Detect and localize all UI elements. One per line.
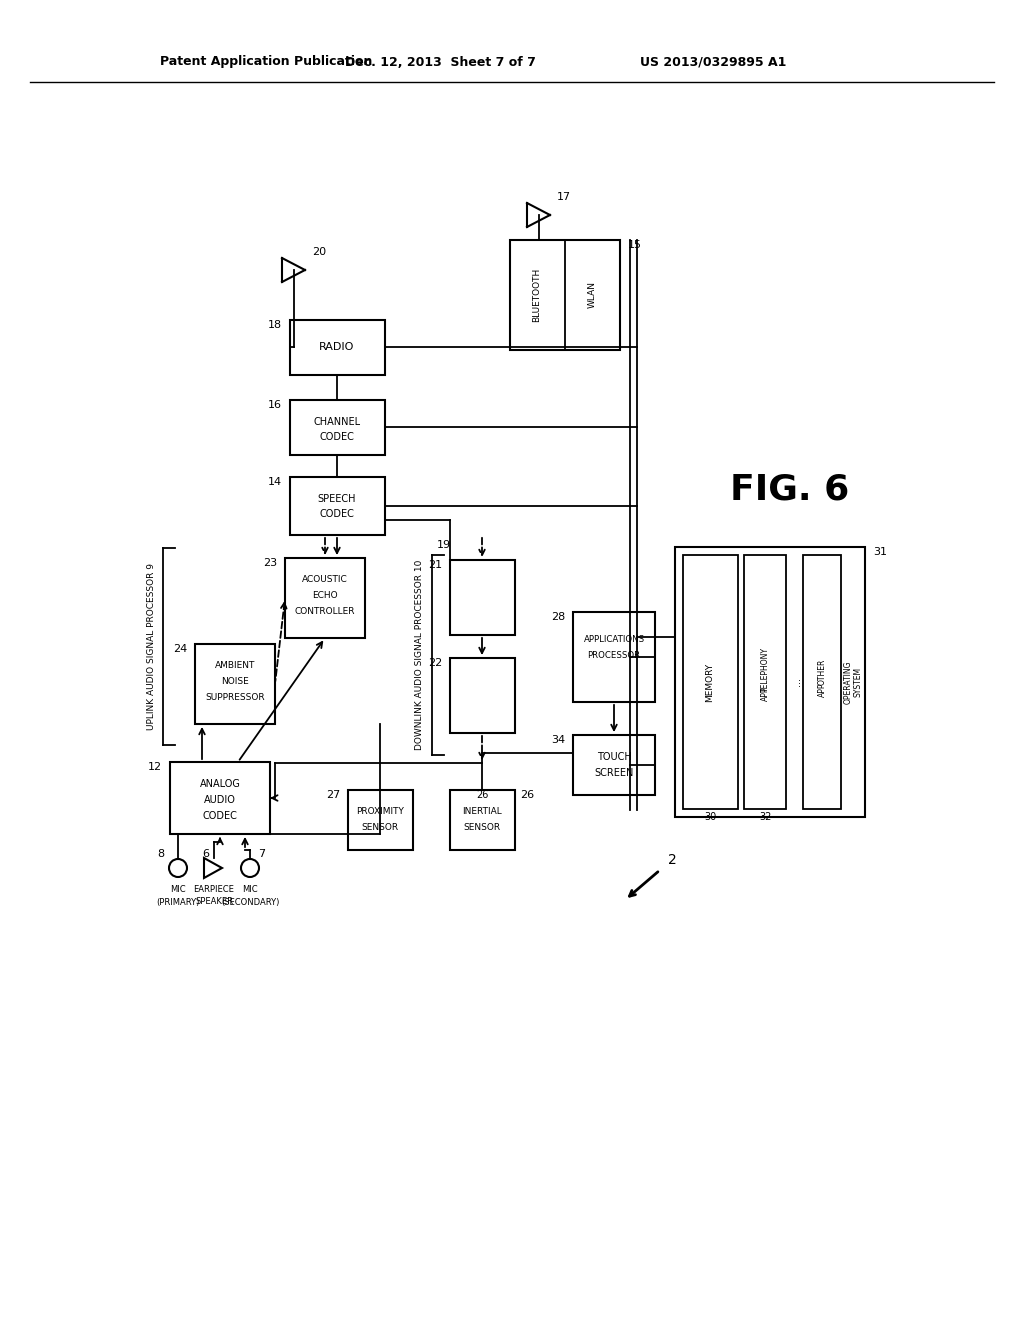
Text: RADIO: RADIO — [319, 342, 354, 352]
Text: TOUCH: TOUCH — [597, 752, 632, 762]
Text: 27: 27 — [326, 789, 340, 800]
Text: FIG. 6: FIG. 6 — [730, 473, 850, 507]
Text: 7: 7 — [258, 849, 265, 859]
Text: 26: 26 — [476, 789, 488, 800]
Text: (SECONDARY): (SECONDARY) — [221, 898, 280, 907]
Bar — [675, 546, 865, 817]
Text: NOISE: NOISE — [221, 677, 249, 686]
Bar — [450, 657, 515, 733]
Text: 20: 20 — [312, 247, 326, 257]
Text: MEMORY: MEMORY — [706, 663, 715, 701]
Text: 23: 23 — [263, 558, 278, 568]
Bar — [744, 554, 786, 809]
Text: SENSOR: SENSOR — [464, 824, 501, 833]
Text: UPLINK AUDIO SIGNAL PROCESSOR 9: UPLINK AUDIO SIGNAL PROCESSOR 9 — [146, 562, 156, 730]
Text: 28: 28 — [551, 612, 565, 622]
Text: MIC: MIC — [170, 886, 185, 895]
Bar — [290, 477, 385, 535]
Text: INERTIAL: INERTIAL — [462, 808, 502, 817]
Text: 8: 8 — [157, 849, 164, 859]
Text: 26: 26 — [520, 789, 535, 800]
Text: 19: 19 — [437, 540, 452, 550]
Bar — [285, 558, 365, 638]
Text: US 2013/0329895 A1: US 2013/0329895 A1 — [640, 55, 786, 69]
Text: 32: 32 — [759, 812, 771, 822]
Bar — [170, 762, 270, 834]
Text: CODEC: CODEC — [203, 810, 238, 821]
Text: APP: APP — [817, 682, 826, 697]
Text: CONTROLLER: CONTROLLER — [295, 607, 355, 616]
Text: 18: 18 — [268, 319, 282, 330]
Text: ...: ... — [792, 677, 802, 686]
Text: EARPIECE: EARPIECE — [194, 886, 234, 895]
Text: TELEPHONY: TELEPHONY — [761, 648, 769, 693]
Text: APPLICATIONS: APPLICATIONS — [584, 635, 644, 644]
Text: 12: 12 — [147, 762, 162, 772]
Bar — [510, 240, 620, 350]
Text: 30: 30 — [703, 812, 716, 822]
Bar — [290, 400, 385, 455]
Bar — [450, 789, 515, 850]
Text: 22: 22 — [428, 657, 442, 668]
Text: 31: 31 — [873, 546, 887, 557]
Text: BLUETOOTH: BLUETOOTH — [532, 268, 542, 322]
Text: AUDIO: AUDIO — [204, 795, 236, 805]
Bar — [683, 554, 738, 809]
Text: CHANNEL: CHANNEL — [313, 417, 360, 426]
Text: Patent Application Publication: Patent Application Publication — [160, 55, 373, 69]
Text: CODEC: CODEC — [319, 510, 354, 519]
Text: ACOUSTIC: ACOUSTIC — [302, 576, 348, 585]
Text: OTHER: OTHER — [817, 659, 826, 685]
Text: SPEECH: SPEECH — [317, 494, 356, 504]
Bar — [195, 644, 275, 723]
Text: OPERATING
SYSTEM: OPERATING SYSTEM — [844, 660, 862, 704]
Text: ANALOG: ANALOG — [200, 779, 241, 789]
Text: WLAN: WLAN — [588, 281, 597, 309]
Text: CODEC: CODEC — [319, 432, 354, 442]
Text: ECHO: ECHO — [312, 591, 338, 601]
Text: SUPPRESSOR: SUPPRESSOR — [205, 693, 265, 702]
Text: SCREEN: SCREEN — [594, 768, 634, 777]
Bar — [803, 554, 841, 809]
Text: 24: 24 — [173, 644, 187, 653]
Text: 16: 16 — [268, 400, 282, 411]
Text: 6: 6 — [203, 849, 210, 859]
Text: SENSOR: SENSOR — [361, 824, 398, 833]
Bar — [450, 560, 515, 635]
Text: PROXIMITY: PROXIMITY — [356, 808, 403, 817]
Text: AMBIENT: AMBIENT — [215, 661, 255, 671]
Text: 17: 17 — [557, 191, 571, 202]
Text: 2: 2 — [668, 853, 677, 867]
Text: DOWNLINK AUDIO SIGNAL PROCESSOR 10: DOWNLINK AUDIO SIGNAL PROCESSOR 10 — [416, 560, 425, 750]
Text: 34: 34 — [551, 735, 565, 744]
Text: PROCESSOR: PROCESSOR — [588, 652, 641, 660]
Text: 21: 21 — [428, 560, 442, 570]
Bar — [348, 789, 413, 850]
Text: MIC: MIC — [243, 886, 258, 895]
Bar — [573, 735, 655, 795]
Text: 15: 15 — [628, 240, 642, 249]
Text: Dec. 12, 2013  Sheet 7 of 7: Dec. 12, 2013 Sheet 7 of 7 — [345, 55, 536, 69]
Text: (PRIMARY): (PRIMARY) — [157, 898, 200, 907]
Text: 14: 14 — [268, 477, 282, 487]
Bar — [573, 612, 655, 702]
Bar — [290, 319, 385, 375]
Text: SPEAKER: SPEAKER — [195, 898, 233, 907]
Text: APP: APP — [761, 686, 769, 701]
